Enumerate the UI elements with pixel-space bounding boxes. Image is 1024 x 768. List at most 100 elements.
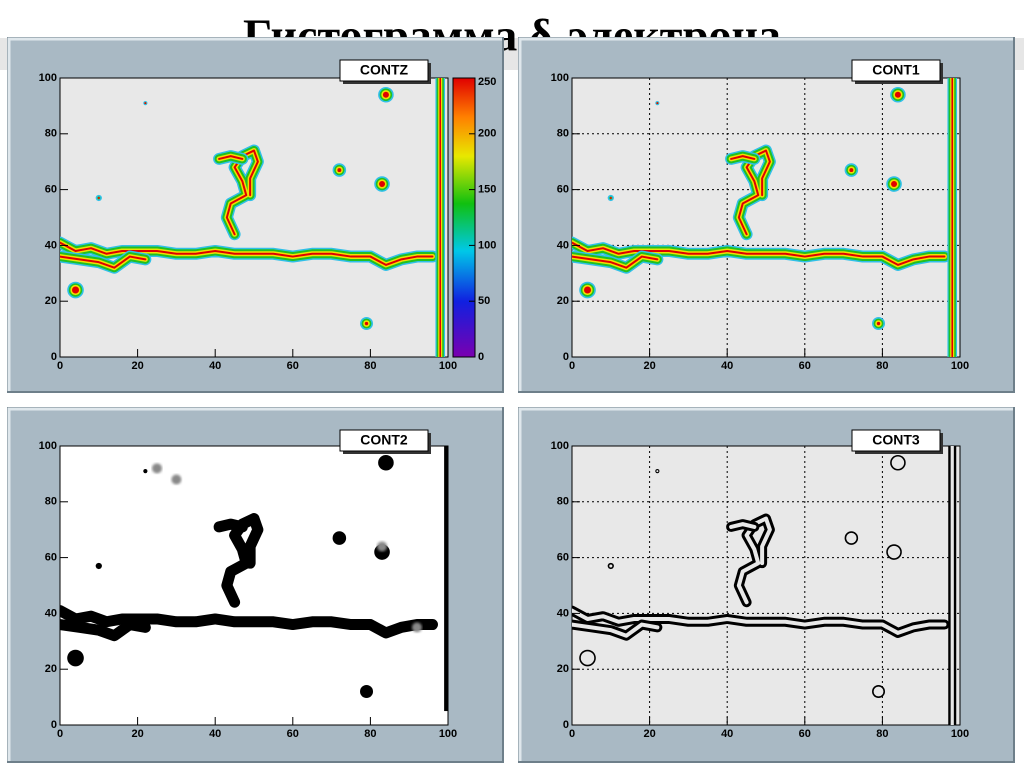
x-tick-label: 100 [439,728,457,740]
plot-area [59,77,449,358]
contour-blob [382,91,389,98]
plot-area [571,77,961,358]
contour-blob [849,168,854,173]
y-tick-label: 100 [551,72,569,84]
x-tick-label: 80 [364,360,376,372]
contour-blob [891,181,898,188]
contour-blob [143,469,148,474]
contour-track [221,513,264,608]
y-tick-label: 40 [45,607,57,619]
contour-blob [332,531,347,545]
panel-label: CONT1 [872,62,920,78]
colorbar [452,77,476,358]
panel: 0 20 40 60 80 100 0 20 40 60 80 100 CONT3 [518,407,1015,763]
contour-blob [337,168,342,173]
x-tick-label: 20 [131,728,143,740]
contour-blob [873,686,884,697]
panel-label: CONT2 [360,432,408,448]
colorbar-label: 150 [478,184,496,196]
y-tick-label: 20 [45,295,57,307]
label-box [851,59,941,82]
x-tick-label: 60 [799,360,811,372]
contour-blob [580,651,595,665]
plot-area [571,445,961,726]
contours [60,446,448,712]
frame-bevel [518,407,1013,761]
haze [377,541,388,552]
x-tick-label: 0 [57,360,63,372]
frame-bevel [7,37,502,391]
x-tick-label: 80 [876,728,888,740]
contour-blob [95,562,102,570]
contour-blob [584,286,592,294]
contour-track [737,149,771,236]
y-tick-label: 80 [45,128,57,140]
y-tick-label: 60 [45,184,57,196]
colorbar-label: 200 [478,128,496,140]
y-tick-label: 0 [563,351,569,363]
y-tick-label: 100 [551,440,569,452]
frame-bevel [7,407,502,761]
contour-track [730,155,756,160]
x-tick-label: 80 [364,728,376,740]
colorbar-label: 50 [478,295,490,307]
y-tick-label: 40 [557,239,569,251]
contour-track [60,605,438,639]
contour-blob [891,456,905,469]
x-tick-label: 20 [131,360,143,372]
x-tick-label: 0 [57,728,63,740]
x-tick-label: 0 [569,728,575,740]
x-tick-label: 60 [799,728,811,740]
label-box [851,429,941,452]
y-tick-label: 20 [45,663,57,675]
panel-label: CONT3 [872,432,920,448]
contour-track [736,516,772,605]
colorbar-label: 100 [478,239,496,251]
contour-track [572,255,659,269]
y-tick-label: 80 [557,128,569,140]
x-tick-label: 100 [439,360,457,372]
x-tick-label: 80 [876,360,888,372]
y-tick-label: 100 [39,72,57,84]
contour-track [213,518,248,533]
contours [572,78,958,357]
contour-blob [67,649,84,667]
contour-blob [144,102,147,105]
contour-track [60,241,434,266]
contour-blob [379,181,386,188]
y-tick-label: 80 [45,496,57,508]
contour-blob [609,564,613,568]
y-tick-label: 20 [557,663,569,675]
x-tick-label: 0 [569,360,575,372]
contour-blob [72,286,80,294]
panel: 0 20 40 60 80 100 0 20 40 60 80 100 0 50 100 150 200 250 C… [7,37,504,393]
x-tick-label: 20 [643,728,655,740]
colorbar-label: 0 [478,351,484,363]
y-tick-label: 40 [557,607,569,619]
x-tick-label: 40 [209,728,221,740]
x-tick-label: 40 [721,360,733,372]
contour-blob [656,470,659,473]
contour-track [60,619,151,642]
x-tick-label: 100 [951,360,969,372]
y-tick-label: 0 [563,719,569,731]
contour-track [60,255,147,269]
y-tick-label: 100 [39,440,57,452]
contour-blob [364,321,369,326]
panel-label: CONTZ [360,62,409,78]
contours [572,446,957,725]
haze [411,622,422,633]
label-box [339,429,429,452]
y-tick-label: 40 [45,239,57,251]
x-tick-label: 40 [209,360,221,372]
contour-track [572,608,947,635]
contour-blob [846,532,857,544]
y-tick-label: 60 [557,552,569,564]
x-tick-label: 60 [287,728,299,740]
plot-area [59,445,449,726]
haze [171,474,182,485]
y-tick-label: 0 [51,351,57,363]
frame-bevel [518,37,1013,391]
contour-blob [876,321,881,326]
edge-bar [444,446,448,712]
